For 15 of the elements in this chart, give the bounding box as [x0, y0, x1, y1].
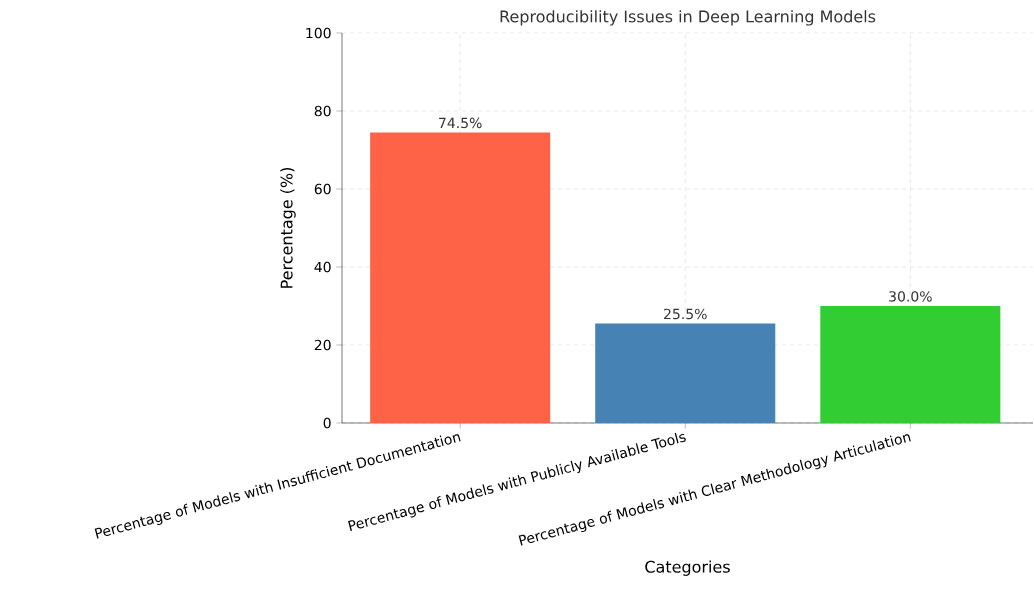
bar [370, 132, 551, 423]
y-tick-label: 40 [314, 261, 331, 273]
x-axis-title: Categories [645, 560, 730, 576]
y-tick-label: 20 [314, 339, 331, 351]
chart-title: Reproducibility Issues in Deep Learning Models [500, 10, 876, 26]
y-tick-label: 100 [306, 27, 331, 39]
data-label: 25.5% [664, 308, 707, 320]
y-tick-label: 80 [314, 105, 331, 117]
data-label: 30.0% [889, 291, 932, 302]
data-label: 74.5% [439, 117, 482, 129]
bar [820, 305, 1001, 423]
y-axis-title: Percentage (%) [280, 167, 296, 288]
y-tick-label: 0 [323, 417, 331, 429]
y-tick-label: 60 [314, 183, 331, 195]
bar [595, 323, 776, 423]
